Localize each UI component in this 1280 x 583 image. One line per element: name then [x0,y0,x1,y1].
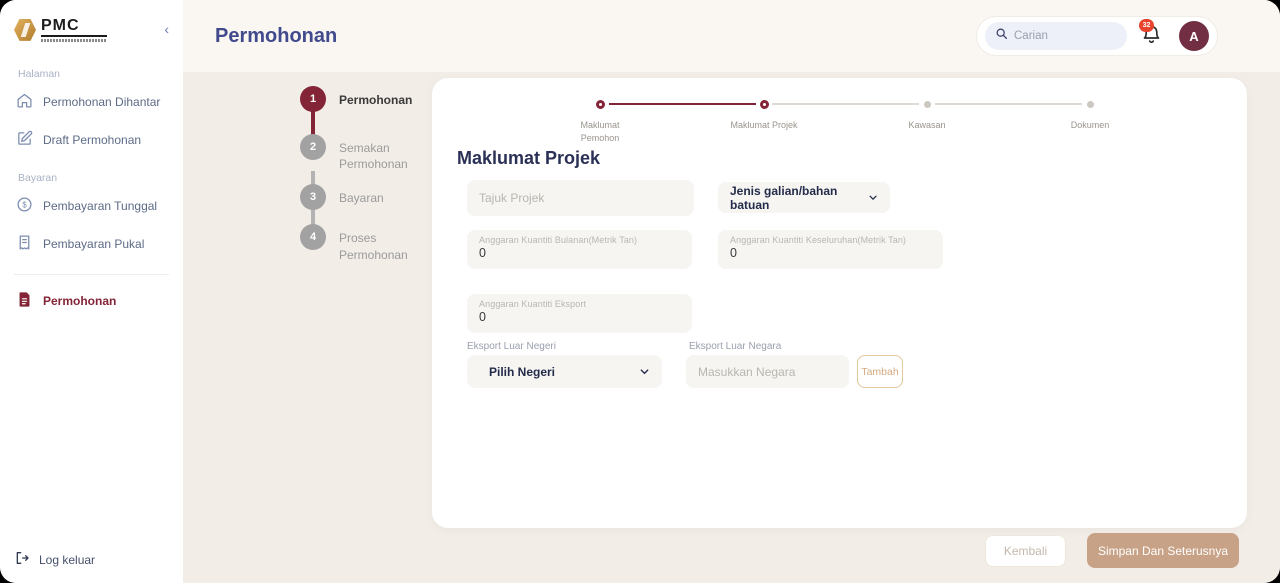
sidebar-divider [14,273,169,275]
tajuk-projek-input[interactable] [467,180,694,216]
notifications-button[interactable]: 32 [1139,19,1165,48]
vstep-connector [311,111,315,135]
form-heading: Maklumat Projek [457,148,601,168]
vstep-label: Semakan Permohonan [339,141,408,172]
logout-button[interactable]: Log keluar [14,550,169,569]
jenis-galian-select[interactable]: Jenis galian/bahan batuan [718,182,890,213]
anggaran-eksport-label: Anggaran Kuantiti Eksport [479,299,587,309]
pilih-negeri-value: Pilih Negeri [489,364,556,379]
receipt-icon [16,234,33,254]
vstep-connector [311,209,315,226]
hstep-connector [609,102,756,105]
anggaran-bulanan-label: Anggaran Kuantiti Bulanan(Metrik Tan) [479,235,638,245]
vstep-circle: 2 [300,134,326,160]
eksport-negeri-label: Eksport Luar Negeri [467,341,556,352]
dollar-circle-icon: $ [16,196,33,216]
page-title: Permohonan [215,24,338,47]
simpan-seterusnya-button[interactable]: Simpan Dan Seterusnya [1087,533,1239,568]
pmc-logo-icon [14,18,36,41]
form-card: Maklumat Pemohon Maklumat Projek Kawasan… [432,78,1247,528]
hstep-dokumen[interactable]: Dokumen [1051,96,1129,132]
sidebar-item-pembayaran-tunggal[interactable]: $ Pembayaran Tunggal [16,196,169,216]
hstep-connector [772,103,919,105]
masukkan-negara-input[interactable] [686,355,849,388]
vstep-label: Bayaran [339,191,384,206]
sidebar-section-bayaran: Bayaran [18,171,58,184]
vertical-stepper: 1 Permohonan 2 Semakan Permohonan 3 Baya… [300,86,420,263]
anggaran-keseluruhan-value: 0 [730,246,737,260]
chevron-down-icon [640,369,649,375]
sidebar-collapse-icon[interactable]: ‹ [164,21,169,37]
anggaran-keseluruhan-label: Anggaran Kuantiti Keseluruhan(Metrik Tan… [730,235,907,245]
sidebar-item-label: Pembayaran Tunggal [43,198,158,213]
vstep-proses: 4 Proses Permohonan [300,224,420,262]
sidebar-item-label: Permohonan [43,293,117,308]
search-input[interactable] [1014,30,1117,42]
vstep-connector [311,171,315,186]
top-bar: Permohonan 32 A [183,0,1280,72]
home-icon [16,92,33,112]
main-content: 1 Permohonan 2 Semakan Permohonan 3 Baya… [183,72,1280,583]
notification-badge: 32 [1139,19,1154,32]
jenis-galian-value: Jenis galian/bahan batuan [730,183,838,212]
hstep-label: Maklumat Projek [730,120,798,130]
anggaran-bulanan-field[interactable]: Anggaran Kuantiti Bulanan(Metrik Tan) 0 [467,230,692,269]
hstep-kawasan[interactable]: Kawasan [888,96,966,132]
hstep-maklumat-projek[interactable]: Maklumat Projek [725,96,803,132]
kembali-button[interactable]: Kembali [985,535,1066,567]
sidebar-item-permohonan[interactable]: Permohonan [16,291,169,311]
logout-label: Log keluar [39,552,96,567]
hstep-label: Maklumat Pemohon [580,120,620,143]
pilih-negeri-select[interactable]: Pilih Negeri [467,355,662,388]
hstep-dot [923,100,931,108]
anggaran-bulanan-value: 0 [479,246,486,260]
hstep-dot [1086,100,1094,108]
sidebar-section-halaman: Halaman [18,67,61,80]
vstep-label: Permohonan [339,93,413,107]
eksport-negara-label: Eksport Luar Negara [689,341,782,352]
anggaran-keseluruhan-field[interactable]: Anggaran Kuantiti Keseluruhan(Metrik Tan… [718,230,943,269]
anggaran-eksport-field[interactable]: Anggaran Kuantiti Eksport 0 [467,294,692,333]
vstep-circle: 3 [300,184,326,211]
vstep-permohonan: 1 Permohonan [300,86,420,112]
tambah-button[interactable]: Tambah [857,355,903,388]
draft-icon [16,130,33,150]
top-bar-controls: 32 A [976,16,1218,56]
avatar[interactable]: A [1179,21,1209,51]
sidebar-item-label: Permohonan Dihantar [43,94,161,109]
sidebar-item-label: Pembayaran Pukal [43,236,145,251]
anggaran-eksport-value: 0 [479,310,486,324]
hstep-ring [595,99,605,109]
vstep-label: Proses Permohonan [339,231,408,262]
hstep-ring [759,99,769,109]
vstep-circle: 4 [300,224,326,251]
sidebar: PMC ‹ Halaman Permohonan Dihantar Draft … [0,0,183,583]
vstep-bayaran: 3 Bayaran [300,184,420,211]
sidebar-item-label: Draft Permohonan [43,132,142,147]
vstep-semakan: 2 Semakan Permohonan [300,134,420,172]
search-box[interactable] [985,22,1127,50]
search-icon [995,27,1008,45]
hstep-connector [935,103,1082,105]
sidebar-item-permohonan-dihantar[interactable]: Permohonan Dihantar [16,92,169,112]
logo-tagline [41,38,107,42]
hstep-maklumat-pemohon[interactable]: Maklumat Pemohon [561,96,639,144]
logout-icon [14,550,30,569]
pmc-logo: PMC [14,17,107,42]
hstep-label: Kawasan [908,120,946,130]
pmc-logo-text: PMC [41,17,107,37]
svg-text:$: $ [22,200,27,209]
hstep-label: Dokumen [1070,120,1110,130]
sidebar-item-pembayaran-pukal[interactable]: Pembayaran Pukal [16,234,169,254]
sidebar-item-draft-permohonan[interactable]: Draft Permohonan [16,130,169,150]
document-icon [16,291,33,311]
chevron-down-icon [869,195,877,200]
sidebar-header: PMC ‹ [14,17,169,42]
vstep-circle: 1 [300,86,326,112]
